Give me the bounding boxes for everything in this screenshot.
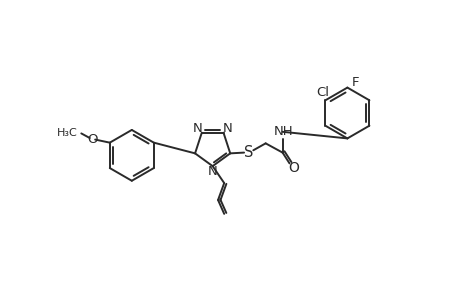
Text: NH: NH	[273, 125, 292, 138]
Text: O: O	[87, 133, 98, 146]
Text: N: N	[193, 122, 202, 135]
Text: H₃C: H₃C	[56, 128, 77, 138]
Text: Cl: Cl	[316, 86, 329, 99]
Text: N: N	[207, 165, 217, 178]
Text: F: F	[351, 76, 358, 89]
Text: S: S	[243, 145, 253, 160]
Text: O: O	[287, 161, 298, 175]
Text: N: N	[222, 122, 232, 135]
